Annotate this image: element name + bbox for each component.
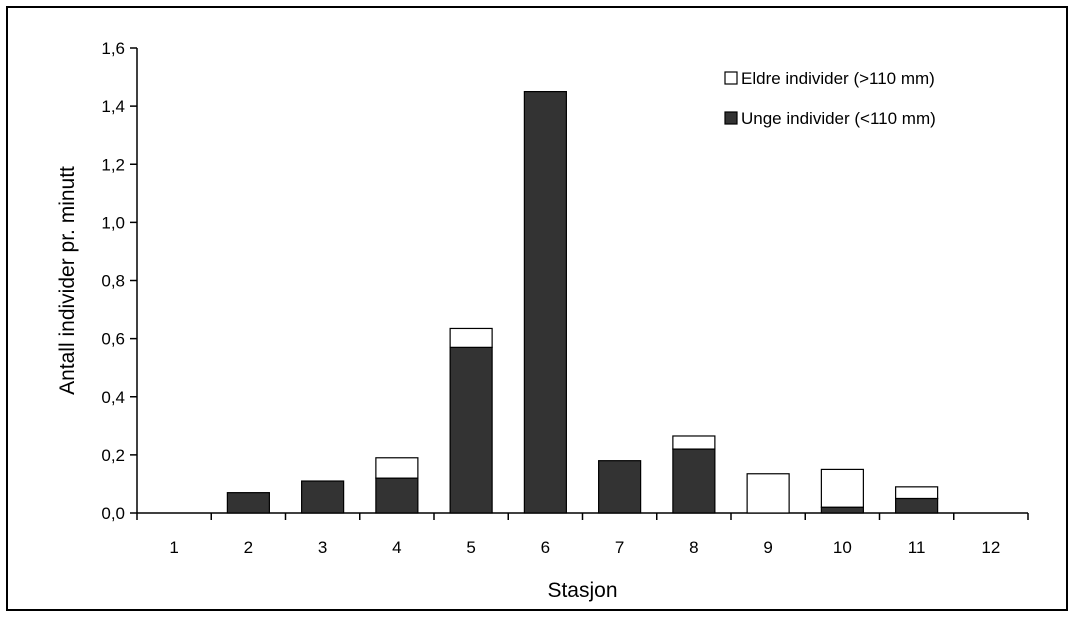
y-tick-label: 1,4 — [101, 97, 125, 116]
x-tick-label: 4 — [392, 538, 401, 557]
y-tick-label: 1,2 — [101, 155, 125, 174]
y-tick-label: 1,6 — [101, 39, 125, 58]
x-tick-label: 8 — [689, 538, 698, 557]
legend-swatch — [724, 111, 738, 125]
x-tick-label: 12 — [981, 538, 1000, 557]
x-tick-label: 3 — [318, 538, 327, 557]
bar-segment-eldre — [449, 327, 493, 348]
bar-segment-unge — [449, 346, 493, 514]
y-tick-label: 0,0 — [101, 504, 125, 523]
y-tick-label: 0,6 — [101, 330, 125, 349]
x-tick-label: 6 — [541, 538, 550, 557]
bar-segment-eldre — [895, 486, 939, 500]
bar-segment-unge — [523, 90, 567, 514]
bar-segment-unge — [375, 477, 419, 514]
bar-segment-eldre — [746, 473, 790, 514]
x-tick-label: 2 — [244, 538, 253, 557]
bar-segment-unge — [598, 460, 642, 514]
legend-swatch — [724, 71, 738, 85]
legend: Eldre individer (>110 mm) Unge individer … — [724, 69, 936, 128]
x-tick-label: 9 — [763, 538, 772, 557]
x-tick-label: 11 — [908, 538, 926, 557]
y-axis-title: Antall individer pr. minutt — [56, 166, 79, 395]
x-axis-title: Stasjon — [547, 579, 617, 602]
bar-segment-unge — [820, 506, 864, 514]
legend-label: Unge individer (<110 mm) — [741, 109, 936, 128]
bars — [226, 90, 939, 514]
bar-segment-eldre — [672, 435, 716, 450]
y-tick-label: 1,0 — [101, 213, 125, 232]
x-tick-label: 5 — [466, 538, 475, 557]
y-tick-label: 0,4 — [101, 388, 125, 407]
bar-segment-unge — [672, 448, 716, 514]
y-tick-label: 0,2 — [101, 446, 125, 465]
bar-segment-unge — [226, 492, 270, 514]
y-axis: 0,0 0,2 0,4 0,6 0,8 1,0 1,2 1,4 1,6 — [101, 39, 138, 523]
bar-segment-unge — [301, 480, 345, 514]
x-axis: 1 2 3 4 5 6 7 8 9 10 11 12 — [136, 512, 1029, 557]
x-tick-label: 10 — [833, 538, 852, 557]
bar-segment-eldre — [375, 457, 419, 479]
bar-segment-unge — [895, 497, 939, 514]
legend-label: Eldre individer (>110 mm) — [741, 69, 935, 88]
x-tick-label: 7 — [615, 538, 624, 557]
x-tick-label: 1 — [169, 538, 178, 557]
bar-segment-eldre — [820, 468, 864, 508]
y-tick-label: 0,8 — [101, 272, 125, 291]
